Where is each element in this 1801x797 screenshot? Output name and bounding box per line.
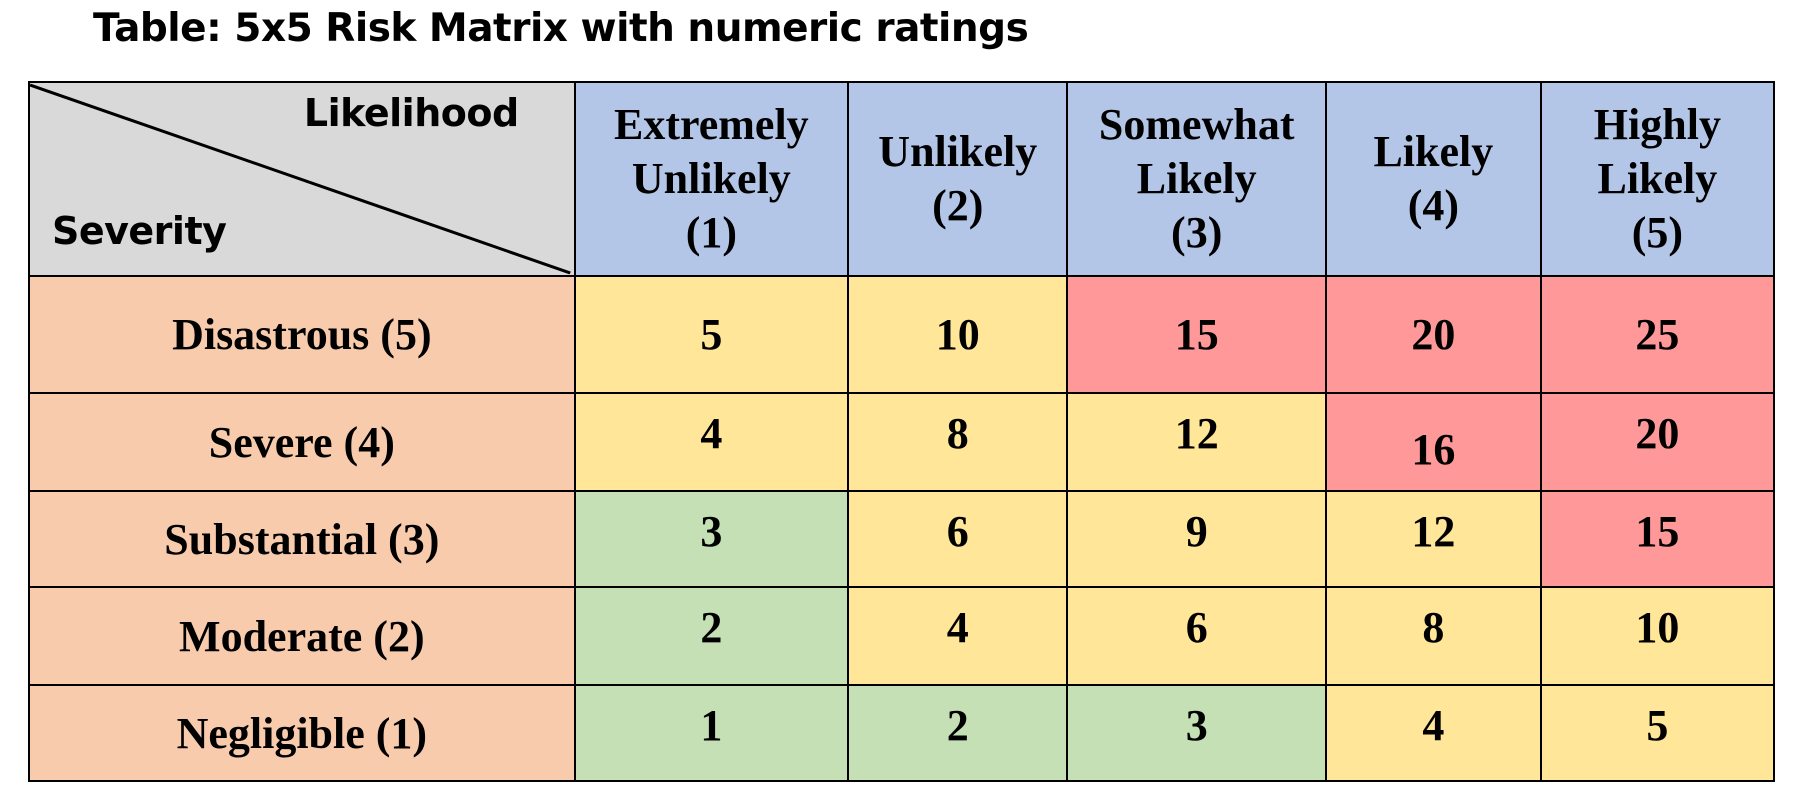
risk-cell: 15 [1539,490,1776,588]
risk-cell: 9 [1066,490,1327,588]
risk-cell: 8 [1324,586,1542,686]
risk-cell: 2 [573,586,850,686]
table-row: Negligible (1) 1 2 3 4 5 [28,684,1776,782]
column-header-unlikely: Unlikely (2) [847,81,1069,277]
risk-cell: 1 [573,684,850,782]
risk-cell: 10 [1539,586,1776,686]
risk-cell: 20 [1539,392,1776,492]
severity-axis-label: Severity [52,209,227,253]
corner-cell: Likelihood Severity [28,81,576,277]
risk-cell: 4 [1324,684,1542,782]
table-row: Severe (4) 4 8 12 16 20 [28,392,1776,492]
risk-cell: 12 [1066,392,1327,492]
row-header-substantial: Substantial (3) [28,490,576,588]
row-header-disastrous: Disastrous (5) [28,275,576,394]
risk-cell: 8 [847,392,1069,492]
risk-cell: 12 [1324,490,1542,588]
risk-cell: 25 [1539,275,1776,394]
column-header-highly-likely: Highly Likely (5) [1539,81,1776,277]
risk-cell: 2 [847,684,1069,782]
likelihood-axis-label: Likelihood [303,91,519,135]
page-title: Table: 5x5 Risk Matrix with numeric rati… [93,6,1029,51]
risk-cell: 3 [573,490,850,588]
diagonal-divider [30,84,571,274]
risk-cell: 4 [573,392,850,492]
risk-cell: 16 [1324,392,1542,492]
table-row: Moderate (2) 2 4 6 8 10 [28,586,1776,686]
risk-matrix-table: Likelihood Severity Extremely Unlikely (… [28,81,1776,782]
risk-cell: 3 [1066,684,1327,782]
risk-cell: 4 [847,586,1069,686]
table-row: Disastrous (5) 5 10 15 20 25 [28,275,1776,394]
header-row: Likelihood Severity Extremely Unlikely (… [28,81,1776,277]
risk-cell: 5 [573,275,850,394]
risk-cell: 6 [847,490,1069,588]
row-header-severe: Severe (4) [28,392,576,492]
row-header-negligible: Negligible (1) [28,684,576,782]
column-header-somewhat-likely: Somewhat Likely (3) [1066,81,1327,277]
risk-cell: 10 [847,275,1069,394]
table-row: Substantial (3) 3 6 9 12 15 [28,490,1776,588]
risk-cell: 20 [1324,275,1542,394]
risk-cell: 15 [1066,275,1327,394]
row-header-moderate: Moderate (2) [28,586,576,686]
risk-cell: 5 [1539,684,1776,782]
column-header-likely: Likely (4) [1324,81,1542,277]
risk-cell: 6 [1066,586,1327,686]
column-header-extremely-unlikely: Extremely Unlikely (1) [573,81,850,277]
